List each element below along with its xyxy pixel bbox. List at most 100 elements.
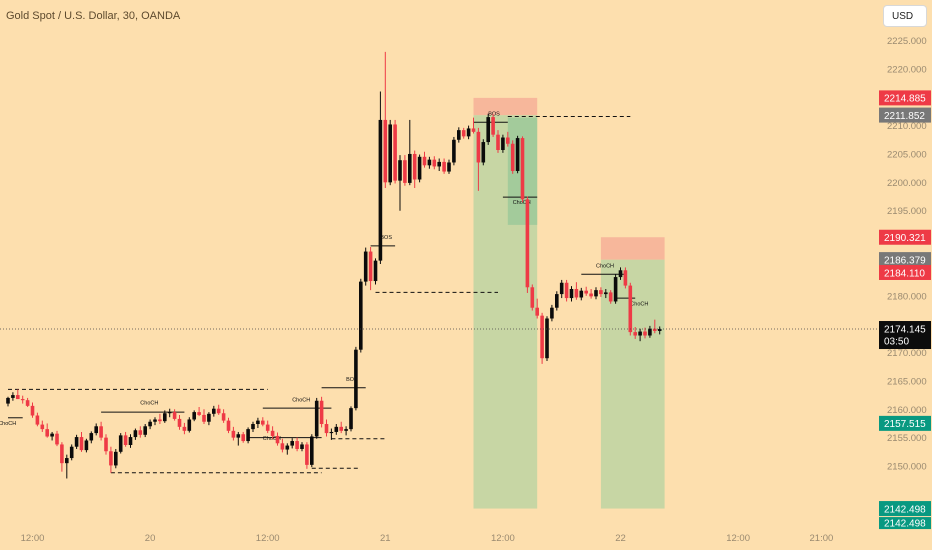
price-label-partial-bg — [879, 517, 931, 530]
candle-down — [461, 130, 466, 137]
candle-down — [442, 161, 446, 172]
candle-up — [148, 421, 152, 427]
candle-up — [657, 329, 662, 331]
candle-up — [363, 251, 368, 282]
candle-down — [202, 414, 206, 422]
candle-up — [559, 282, 564, 295]
candle-down — [197, 412, 201, 415]
candle-down — [231, 430, 236, 438]
candle-up — [638, 331, 642, 336]
choch-label: ChoCH — [140, 401, 158, 407]
candle-down — [623, 270, 628, 286]
candle-down — [432, 159, 437, 167]
candle-down — [530, 287, 535, 308]
candle-down — [510, 143, 515, 171]
candle-down — [104, 437, 108, 452]
candle-up — [604, 292, 608, 295]
candle-up — [153, 419, 157, 422]
candle-down — [506, 137, 510, 144]
x-tick-label: 12:00 — [21, 533, 45, 544]
candle-up — [334, 426, 339, 432]
price-label-high-grey: 2211.852 — [884, 111, 925, 122]
candle-down — [40, 424, 45, 430]
candle-up — [501, 137, 505, 150]
bos-label: BOS — [380, 235, 392, 241]
candle-up — [481, 142, 486, 163]
candle-down — [123, 435, 128, 446]
price-label-red-bg — [879, 229, 931, 245]
bos-label: BOS — [488, 111, 500, 117]
y-tick-label: 2210.000 — [887, 121, 927, 132]
price-label-high: 2214.885 — [884, 94, 926, 105]
y-tick-label: 2155.000 — [887, 433, 927, 444]
plot-area[interactable]: ChoCH ChoCH ChoCH ChoCH BOS BOS BOS ChoCH ChoCH C… — [0, 51, 877, 509]
y-tick-label: 2200.000 — [887, 178, 927, 189]
current-price-tag-bg — [879, 321, 931, 350]
candle-down — [535, 307, 539, 316]
candle-up — [246, 429, 250, 442]
choch-label: ChoCH — [630, 301, 648, 307]
choch-label: ChoCH — [596, 263, 614, 269]
candle-up — [388, 124, 392, 183]
candle-up — [256, 420, 260, 425]
candle-up — [354, 349, 358, 409]
price-label-high-grey-bg — [879, 107, 931, 123]
candle-down — [608, 292, 613, 302]
candle-down — [476, 131, 481, 163]
candle-down — [368, 251, 373, 282]
candle-up — [427, 159, 432, 166]
currency-button[interactable]: USD — [883, 5, 927, 27]
candle-up — [618, 270, 623, 278]
candle-up — [118, 435, 123, 452]
candle-down — [295, 441, 299, 449]
candle-up — [50, 433, 54, 437]
candle-up — [187, 419, 192, 431]
candle-down — [496, 134, 500, 150]
candle-down — [383, 119, 388, 183]
candle-up — [290, 441, 294, 446]
price-label-green: 2157.515 — [884, 419, 926, 430]
x-tick-label: 12:00 — [491, 533, 515, 544]
candle-up — [349, 408, 353, 430]
time-axis — [0, 522, 877, 550]
price-label-grey-bg — [879, 252, 931, 268]
candle-down — [158, 419, 162, 422]
y-tick-label: 2170.000 — [887, 348, 927, 359]
candle-down — [109, 451, 113, 466]
candle-up — [84, 440, 89, 451]
x-tick-label: 12:00 — [256, 533, 280, 544]
candle-up — [594, 290, 598, 297]
candle-up — [65, 458, 69, 464]
price-label-grey: 2186.379 — [884, 255, 926, 266]
candle-up — [447, 162, 451, 172]
candle-up — [329, 431, 334, 434]
x-tick-label: 20 — [145, 533, 156, 544]
candle-down — [30, 405, 35, 416]
candle-up — [236, 434, 241, 438]
candle-down — [221, 413, 226, 421]
choch-label: ChoCH — [263, 436, 281, 442]
y-tick-label: 2220.000 — [887, 64, 927, 75]
bar-countdown: 03:50 — [884, 337, 909, 348]
candle-down — [599, 290, 603, 295]
y-tick-label: 2160.000 — [887, 405, 927, 416]
choch-label: ChoCH — [0, 421, 16, 427]
candle-up — [300, 444, 304, 449]
price-label-green-low-bg — [879, 501, 931, 517]
price-label-high-bg — [879, 90, 931, 106]
choch-label: ChoCH — [292, 397, 310, 403]
candle-down — [491, 117, 495, 135]
candle-up — [378, 119, 383, 261]
candle-down — [226, 420, 231, 431]
candle-down — [45, 429, 49, 437]
candle-up — [613, 277, 618, 302]
candle-down — [305, 444, 309, 465]
candle-up — [128, 437, 133, 446]
candle-down — [35, 415, 40, 425]
candle-up — [569, 288, 574, 299]
candle-up — [212, 408, 216, 414]
choch-label: ChoCH — [513, 200, 531, 206]
candle-down — [172, 412, 177, 419]
candle-up — [466, 128, 471, 137]
